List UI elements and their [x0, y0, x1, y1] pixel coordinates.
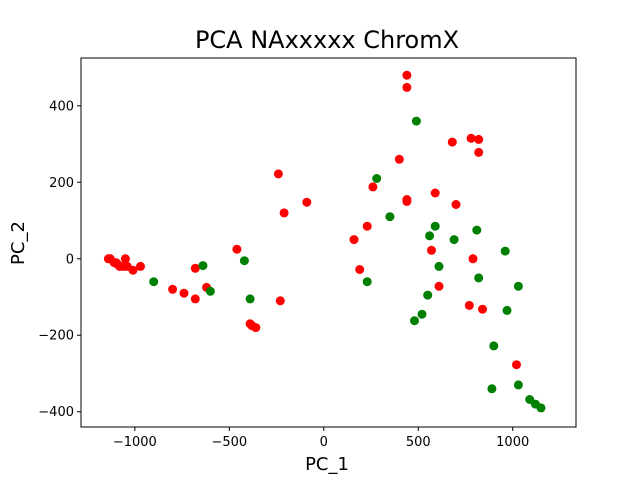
x-axis: −1000 −500 0 500 1000: [113, 427, 529, 450]
scatter-point: [120, 254, 130, 264]
scatter-point: [536, 403, 546, 413]
scatter-point: [190, 263, 200, 273]
scatter-point: [466, 133, 476, 143]
scatter-point: [417, 309, 427, 319]
scatter-point: [402, 82, 412, 92]
scatter-point: [349, 235, 359, 245]
scatter-point: [273, 169, 283, 179]
scatter-point: [279, 208, 289, 218]
scatter-point: [411, 116, 421, 126]
scatter-point: [198, 261, 208, 271]
x-tick-label: 1000: [496, 435, 529, 450]
scatter-point: [128, 265, 138, 275]
scatter-point: [410, 316, 419, 326]
scatter-point: [385, 212, 395, 222]
x-tick-label: 0: [320, 435, 328, 450]
scatter-point: [425, 231, 435, 241]
x-tick-label: −1000: [113, 435, 157, 450]
y-axis-title: PC_2: [8, 221, 29, 265]
scatter-point: [232, 244, 242, 254]
scatter-point: [402, 195, 412, 204]
scatter-point: [179, 288, 189, 298]
scatter-point: [434, 281, 444, 291]
y-axis: −400 −200 0 200 400: [38, 99, 81, 420]
scatter-point: [474, 147, 484, 157]
scatter-point: [205, 286, 215, 296]
chart-title: PCA NAxxxxx ChromX: [195, 26, 459, 54]
scatter-point: [512, 360, 521, 370]
scatter-point: [474, 134, 484, 144]
scatter-point: [302, 197, 312, 207]
y-tick-label: −400: [38, 405, 74, 420]
scatter-point: [464, 300, 474, 310]
scatter-point: [251, 323, 261, 333]
scatter-point: [368, 182, 378, 192]
x-axis-title: PC_1: [305, 454, 349, 475]
scatter-point: [451, 200, 461, 209]
y-tick-label: 200: [49, 176, 74, 191]
scatter-point: [362, 277, 372, 287]
y-tick-label: 0: [66, 252, 74, 267]
scatter-point: [149, 277, 159, 287]
x-tick-label: 500: [406, 435, 431, 450]
y-tick-label: −200: [38, 329, 74, 344]
scatter-point: [402, 70, 412, 80]
scatter-point: [427, 245, 436, 255]
scatter-point: [449, 235, 459, 245]
scatter-point: [487, 384, 497, 394]
scatter-point: [136, 261, 145, 271]
x-tick-label: −500: [211, 435, 247, 450]
scatter-point: [430, 221, 440, 231]
scatter-point: [430, 188, 440, 198]
scatter-point: [489, 341, 499, 351]
scatter-point: [239, 256, 249, 266]
scatter-point: [434, 261, 444, 271]
scatter-point: [245, 294, 255, 304]
scatter-point: [355, 265, 365, 274]
scatter-point: [474, 273, 484, 283]
scatter-point: [502, 305, 512, 315]
plot-area-frame: [80, 57, 577, 428]
scatter-point: [372, 174, 382, 183]
scatter-point: [423, 290, 433, 300]
scatter-point: [500, 246, 510, 256]
scatter-point: [513, 281, 523, 291]
scatter-point: [468, 254, 478, 264]
scatter-point: [168, 284, 178, 294]
scatter-point: [394, 154, 404, 164]
scatter-point: [472, 225, 482, 235]
scatter-point: [362, 221, 372, 231]
scatter-point: [447, 137, 457, 147]
scatter-point: [513, 380, 523, 390]
scatter-point: [275, 296, 285, 306]
scatter-point: [478, 304, 487, 314]
scatter-points: [103, 70, 546, 413]
scatter-point: [190, 294, 200, 304]
y-tick-label: 400: [49, 99, 74, 114]
